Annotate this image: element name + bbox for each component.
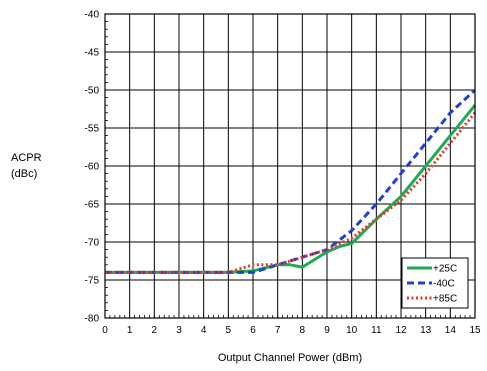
legend-label-2: +85C	[433, 294, 457, 305]
y-tick-label: -45	[85, 48, 100, 59]
x-tick-label: 7	[275, 325, 281, 336]
legend: +25C -40C +85C	[401, 257, 469, 309]
x-tick-label: 9	[324, 325, 330, 336]
x-tick-label: 13	[420, 325, 432, 336]
y-axis-label-line2: (dBc)	[11, 168, 37, 180]
x-tick-label: 14	[445, 325, 457, 336]
x-tick-label: 15	[469, 325, 481, 336]
y-tick-label: -75	[85, 276, 100, 287]
y-tick-label: -80	[85, 314, 100, 325]
x-tick-label: 4	[201, 325, 207, 336]
y-tick-label: -70	[85, 238, 100, 249]
legend-label-1: -40C	[433, 279, 455, 290]
x-tick-label: 10	[346, 325, 358, 336]
y-tick-label: -60	[85, 162, 100, 173]
y-tick-label: -50	[85, 86, 100, 97]
plot-frame	[104, 13, 476, 319]
y-axis-label-line1: ACPR	[11, 152, 42, 164]
x-tick-label: 8	[300, 325, 306, 336]
series-line-1	[105, 88, 477, 274]
y-tick-label: -40	[85, 10, 100, 21]
series-line-2	[105, 111, 477, 274]
x-tick-label: 12	[395, 325, 407, 336]
y-tick-label: -55	[85, 124, 100, 135]
x-tick-label: 3	[176, 325, 182, 336]
y-tick-label: -65	[85, 200, 100, 211]
x-tick-label: 0	[102, 325, 108, 336]
y-axis-ticks: -40 -45 -50 -55 -60 -65 -70 -75 -80	[85, 10, 100, 325]
x-tick-label: 2	[152, 325, 158, 336]
x-axis-ticks: 0 1 2 3 4 5 6 7 8 9 10 11 12 13 14 15	[102, 325, 481, 336]
x-tick-label: 1	[127, 325, 133, 336]
x-tick-label: 11	[371, 325, 382, 336]
x-tick-label: 6	[250, 325, 256, 336]
series-line-0	[105, 104, 477, 274]
x-tick-label: 5	[226, 325, 232, 336]
legend-label-0: +25C	[433, 264, 457, 275]
x-axis-label: Output Channel Power (dBm)	[218, 352, 362, 364]
series-lines	[105, 88, 477, 274]
